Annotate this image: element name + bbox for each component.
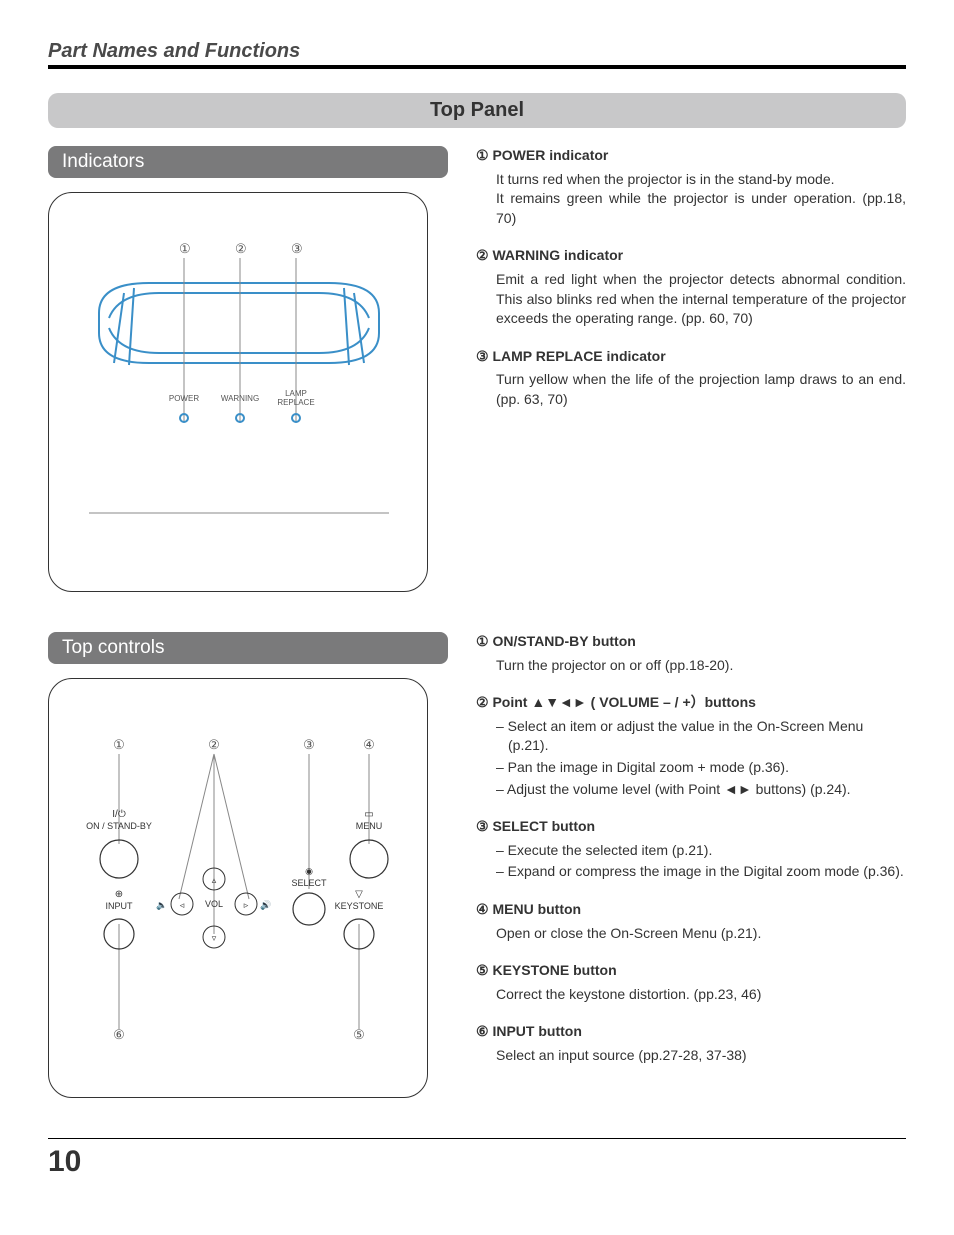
svg-text:▽: ▽ (355, 889, 363, 900)
menu-button-icon (350, 840, 388, 878)
svg-text:INPUT: INPUT (106, 901, 134, 911)
svg-text:SELECT: SELECT (291, 878, 327, 888)
label-warning: WARNING (221, 394, 259, 403)
svg-text:▵: ▵ (212, 875, 217, 885)
callout-3: ③ (291, 241, 303, 256)
indicators-heading: Indicators (48, 146, 448, 178)
svg-text:ON / STAND-BY: ON / STAND-BY (86, 821, 152, 831)
indicators-descriptions: ① POWER indicator It turns red when the … (476, 146, 906, 592)
section-banner: Top Panel (48, 93, 906, 128)
chapter-title: Part Names and Functions (48, 40, 906, 69)
controls-diagram: ① ② ③ ④ ⑥ ⑤ (48, 678, 428, 1098)
svg-text:▿: ▿ (212, 933, 217, 943)
svg-text:REPLACE: REPLACE (277, 398, 314, 407)
svg-text:⑥: ⑥ (113, 1027, 125, 1042)
label-power: POWER (169, 394, 199, 403)
indicators-diagram: ① ② ③ (48, 192, 428, 592)
svg-text:⊕: ⊕ (115, 889, 123, 900)
svg-text:🔈: 🔈 (156, 900, 167, 911)
page-number: 10 (48, 1145, 906, 1179)
svg-text:②: ② (208, 737, 220, 752)
label-lamp: LAMP (285, 389, 307, 398)
standby-button-icon (100, 840, 138, 878)
svg-text:▹: ▹ (244, 900, 249, 910)
controls-heading: Top controls (48, 632, 448, 664)
svg-text:KEYSTONE: KEYSTONE (335, 901, 384, 911)
svg-text:①: ① (113, 737, 125, 752)
svg-text:⑤: ⑤ (353, 1027, 365, 1042)
svg-text:MENU: MENU (356, 821, 383, 831)
select-button-icon (293, 893, 325, 925)
svg-text:③: ③ (303, 737, 315, 752)
svg-text:VOL: VOL (205, 899, 223, 909)
svg-text:◃: ◃ (180, 900, 185, 910)
svg-text:I/⏻: I/⏻ (112, 809, 126, 820)
svg-text:🔊: 🔊 (260, 899, 271, 911)
svg-text:▭: ▭ (364, 809, 373, 820)
callout-2: ② (235, 241, 247, 256)
callout-1: ① (179, 241, 191, 256)
controls-descriptions: ① ON/STAND-BY button Turn the projector … (476, 632, 906, 1098)
svg-text:④: ④ (363, 737, 375, 752)
svg-text:◉: ◉ (305, 866, 313, 876)
